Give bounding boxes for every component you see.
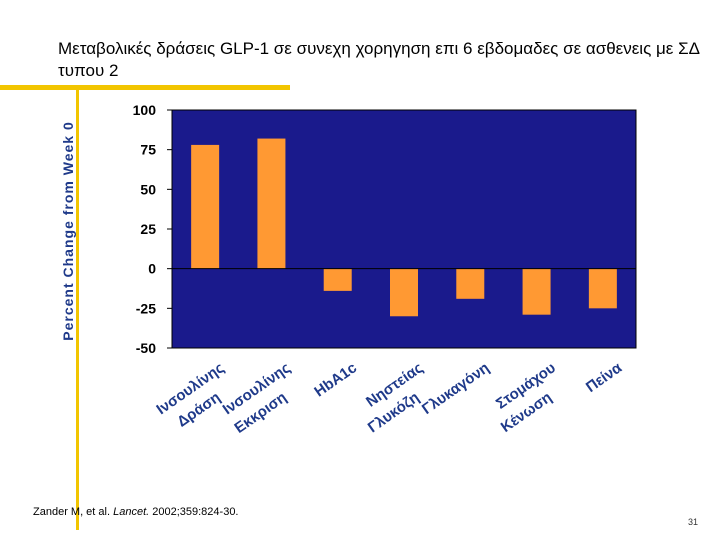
bar-4 (456, 268, 485, 299)
bar-5 (522, 268, 551, 315)
category-label-line: HbA1c (311, 359, 360, 400)
bar-3 (390, 268, 418, 317)
bar-0 (191, 144, 220, 269)
y-tick-label: 75 (140, 142, 156, 158)
y-tick-label: 100 (133, 102, 157, 118)
bar-2 (323, 268, 352, 291)
y-tick-label: -50 (136, 340, 156, 356)
citation: Zander M, et al. Lancet. 2002;359:824-30… (33, 506, 239, 518)
accent-rule-horizontal (0, 85, 290, 90)
accent-rule-vertical (76, 85, 79, 530)
category-label-4: Γλυκαγόνη (419, 359, 493, 418)
category-label-line: Γλυκαγόνη (419, 359, 493, 418)
citation-details: 2002;359:824-30. (149, 506, 239, 518)
citation-authors: Zander M, et al. (33, 506, 114, 518)
category-label-2: HbA1c (311, 359, 360, 400)
y-tick-label: -25 (136, 300, 156, 316)
page-number: 31 (688, 517, 699, 527)
bar-6 (588, 268, 617, 309)
y-tick-label: 25 (140, 221, 156, 237)
slide-title: Μεταβολικές δράσεις GLP-1 σε συνεχη χορη… (58, 39, 700, 80)
y-tick-label: 0 (148, 261, 156, 277)
category-label-6: Πείνα (583, 359, 626, 396)
citation-journal: Lancet. (113, 506, 150, 518)
y-tick-label: 50 (140, 181, 156, 197)
bar-1 (257, 138, 286, 269)
y-axis-label: Percent Change from Week 0 (60, 121, 76, 340)
category-label-line: Πείνα (583, 359, 626, 396)
